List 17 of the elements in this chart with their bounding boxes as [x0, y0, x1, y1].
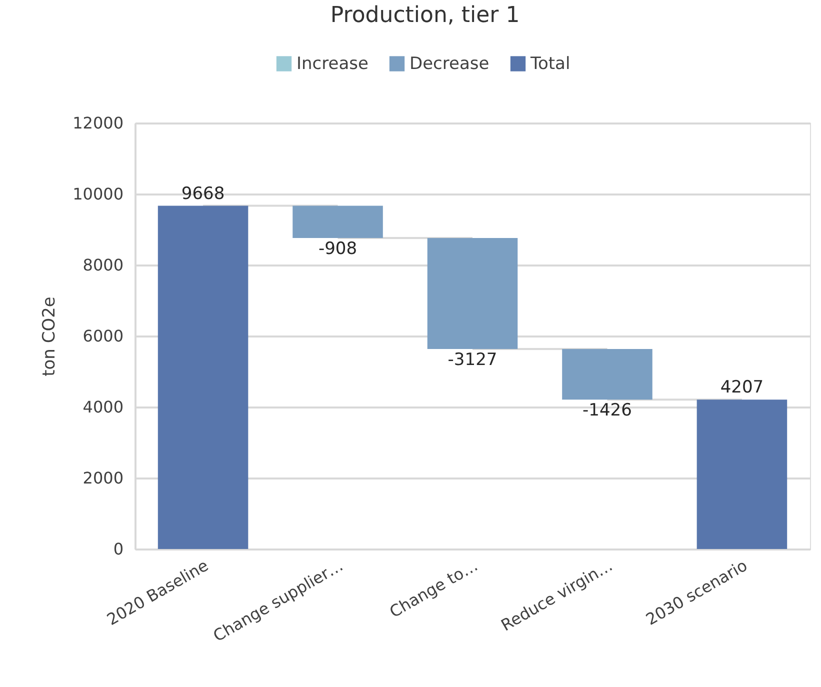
y-tick-label: 2000 [82, 468, 124, 488]
data-label: -3127 [448, 350, 498, 370]
y-tick-label: 0 [113, 540, 124, 558]
data-label: -908 [318, 239, 358, 260]
y-tick-label: 4000 [82, 398, 124, 416]
legend-label: Total [530, 54, 570, 74]
y-tick-label: 6000 [82, 326, 124, 346]
y-axis-title: ton CO2e [40, 296, 60, 376]
legend-label: Decrease [410, 54, 490, 74]
y-tick-label: 8000 [82, 256, 124, 274]
y-tick-label: 10000 [72, 184, 124, 204]
data-label: 9668 [181, 184, 225, 204]
chart-title: Production, tier 1 [330, 3, 520, 28]
data-label: 4207 [720, 378, 764, 398]
y-tick-label: 12000 [72, 114, 124, 132]
legend-label: Increase [296, 54, 368, 74]
data-label: -1426 [582, 400, 632, 421]
